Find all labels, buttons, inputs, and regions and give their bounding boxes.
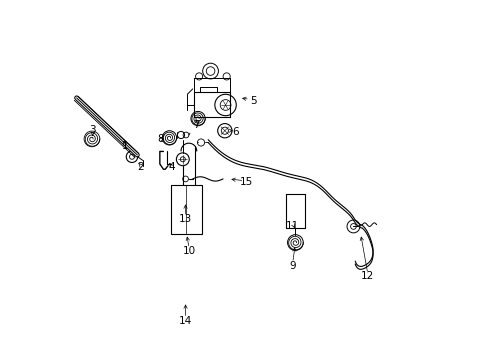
Text: 6: 6 xyxy=(232,127,239,137)
Text: 14: 14 xyxy=(179,316,192,326)
Text: 9: 9 xyxy=(289,261,295,271)
Text: 7: 7 xyxy=(193,120,199,130)
Bar xyxy=(171,185,201,234)
Text: 12: 12 xyxy=(360,271,374,282)
Text: 2: 2 xyxy=(137,162,144,172)
Text: 3: 3 xyxy=(89,125,96,135)
Text: 5: 5 xyxy=(249,96,256,107)
Text: 1: 1 xyxy=(122,141,128,151)
Text: 10: 10 xyxy=(182,247,195,256)
Text: 15: 15 xyxy=(239,177,252,187)
Bar xyxy=(194,93,230,117)
Text: 13: 13 xyxy=(179,214,192,224)
Text: 4: 4 xyxy=(167,162,174,172)
Text: 11: 11 xyxy=(285,221,299,231)
Text: 8: 8 xyxy=(157,134,163,144)
